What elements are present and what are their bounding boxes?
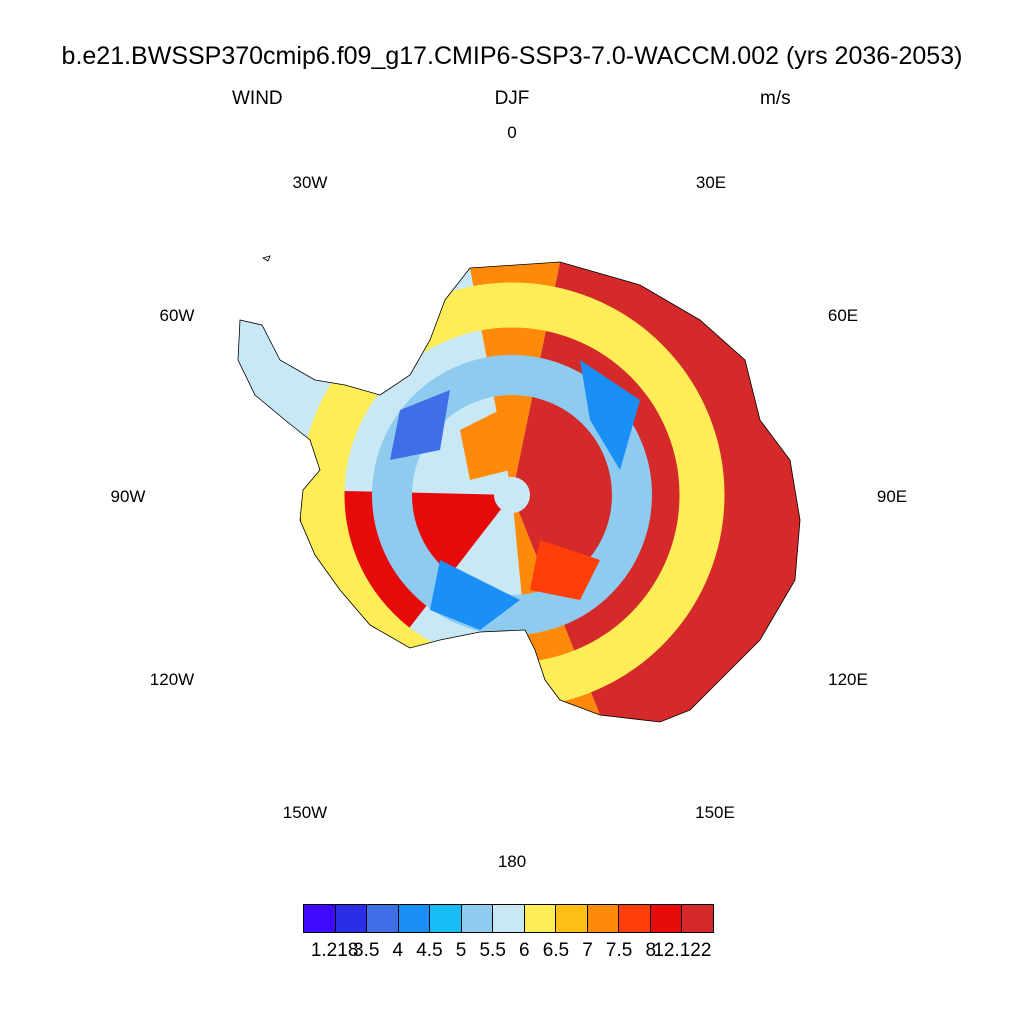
lon-label-120w: 120W bbox=[149, 670, 195, 689]
lon-label-60e: 60E bbox=[827, 306, 859, 325]
colorbar-label: 6 bbox=[519, 940, 530, 961]
lon-label-60w: 60W bbox=[159, 306, 195, 325]
lon-label-30e: 30E bbox=[695, 173, 727, 192]
colorbar-label: 7 bbox=[582, 940, 593, 961]
colorbar-label: 5.5 bbox=[479, 940, 506, 961]
colorbar-box bbox=[430, 905, 462, 932]
colorbar-box bbox=[619, 905, 651, 932]
colorbar-box bbox=[650, 905, 683, 932]
colorbar-box bbox=[398, 905, 431, 932]
colorbar-label: 4.5 bbox=[416, 940, 443, 961]
lon-label-90w: 90W bbox=[110, 487, 146, 506]
colorbar-label: 1.218 bbox=[310, 940, 359, 961]
colorbar-label: 4 bbox=[392, 940, 404, 961]
colorbar bbox=[303, 904, 714, 933]
colorbar-label: 7.5 bbox=[605, 940, 633, 961]
colorbar-label: 8 bbox=[645, 940, 657, 961]
colorbar-box bbox=[461, 905, 494, 932]
colorbar-box bbox=[304, 905, 336, 932]
lon-label-30w: 30W bbox=[292, 173, 328, 192]
colorbar-box bbox=[493, 905, 525, 932]
colorbar-box bbox=[335, 905, 368, 932]
lon-label-150e: 150E bbox=[695, 803, 735, 822]
lon-label-180: 180 bbox=[497, 852, 527, 871]
lon-label-90e: 90E bbox=[876, 487, 908, 506]
coastline bbox=[237, 261, 801, 723]
colorbar-label: 5 bbox=[455, 940, 467, 961]
plot-title: b.e21.BWSSP370cmip6.f09_g17.CMIP6-SSP3-7… bbox=[61, 42, 963, 70]
units-label: m/s bbox=[760, 88, 791, 109]
colorbar-box bbox=[556, 905, 588, 932]
lon-label-150w: 150W bbox=[282, 803, 328, 822]
colorbar-box bbox=[682, 905, 713, 932]
colorbar-box bbox=[367, 905, 399, 932]
lon-label-120e: 120E bbox=[828, 670, 868, 689]
lon-label-0: 0 bbox=[507, 123, 517, 142]
wind-field bbox=[238, 262, 800, 722]
colorbar-label: 6.5 bbox=[542, 940, 570, 961]
season-label: DJF bbox=[494, 88, 530, 109]
colorbar-box bbox=[524, 905, 557, 932]
colorbar-label: 12.122 bbox=[653, 940, 712, 961]
island-outline bbox=[262, 255, 271, 262]
colorbar-label: 3.5 bbox=[353, 940, 380, 961]
variable-label: WIND bbox=[232, 88, 283, 109]
colorbar-box bbox=[587, 905, 620, 932]
